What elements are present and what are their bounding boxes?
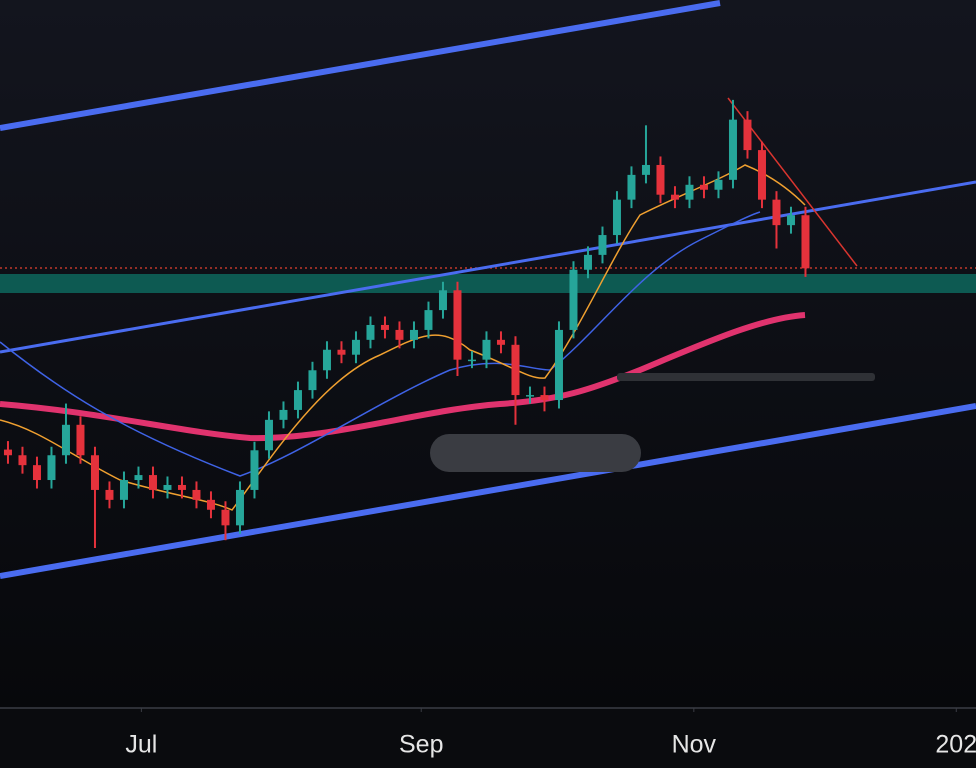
- candle-body: [76, 424, 85, 456]
- candle-body: [32, 465, 41, 481]
- candle-body: [511, 344, 520, 396]
- candle-body: [801, 215, 810, 269]
- candle-body: [641, 164, 650, 175]
- channel-upper: [0, 0, 721, 131]
- x-tick-label: 202: [935, 731, 976, 759]
- candle-body: [61, 424, 70, 456]
- candle-body: [351, 339, 360, 355]
- candle-body: [105, 489, 114, 500]
- x-tick-label: Jul: [125, 731, 157, 759]
- support-zone: [0, 274, 976, 293]
- candle-body: [482, 339, 491, 360]
- candle-body: [47, 455, 56, 481]
- candle-body: [598, 235, 607, 255]
- ma-50: [0, 211, 761, 477]
- candle-body: [250, 450, 259, 490]
- candle-body: [264, 419, 273, 451]
- candle-body: [235, 489, 244, 526]
- candle-body: [192, 489, 201, 500]
- candle-body: [467, 359, 476, 362]
- candle-body: [424, 310, 433, 330]
- candle-body: [90, 455, 99, 490]
- candle-body: [148, 475, 157, 490]
- candle-body: [496, 339, 505, 345]
- channel-lower: [0, 403, 976, 579]
- candle-body: [699, 184, 708, 190]
- candle-body: [279, 409, 288, 420]
- candle-body: [221, 509, 230, 526]
- candle-body: [453, 290, 462, 360]
- candle-body: [525, 395, 534, 397]
- candle-body: [409, 329, 418, 340]
- candle-body: [714, 179, 723, 190]
- candle-body: [772, 199, 781, 226]
- candle-body: [177, 484, 186, 490]
- candle-body: [670, 194, 679, 200]
- candle-body: [163, 484, 172, 490]
- candle-body: [438, 290, 447, 311]
- candle-body: [3, 449, 12, 456]
- candles: [3, 99, 810, 548]
- candle-body: [786, 215, 795, 226]
- candle-body: [656, 164, 665, 195]
- axis-background: [0, 709, 976, 768]
- candle-body: [569, 269, 578, 330]
- redaction: [617, 373, 875, 381]
- candle-body: [743, 119, 752, 151]
- candle-body: [366, 324, 375, 340]
- candle-body: [583, 254, 592, 270]
- candle-body: [380, 324, 389, 330]
- redaction: [430, 434, 641, 472]
- candle-body: [757, 150, 766, 200]
- candle-body: [134, 475, 143, 481]
- candle-body: [627, 174, 636, 200]
- candle-body: [540, 395, 549, 401]
- candle-body: [554, 329, 563, 401]
- candle-body: [612, 199, 621, 236]
- candle-body: [728, 119, 737, 180]
- candle-body: [322, 349, 331, 371]
- candle-body: [293, 390, 302, 410]
- x-tick-label: Nov: [672, 731, 717, 759]
- candle-body: [206, 499, 215, 510]
- candle-body: [18, 455, 27, 466]
- candle-body: [685, 184, 694, 200]
- candle-body: [337, 349, 346, 355]
- ma-200: [0, 312, 806, 442]
- candle-body: [395, 329, 404, 340]
- candle-body: [119, 480, 128, 500]
- x-tick-label: Sep: [399, 731, 443, 759]
- candle-body: [308, 370, 317, 391]
